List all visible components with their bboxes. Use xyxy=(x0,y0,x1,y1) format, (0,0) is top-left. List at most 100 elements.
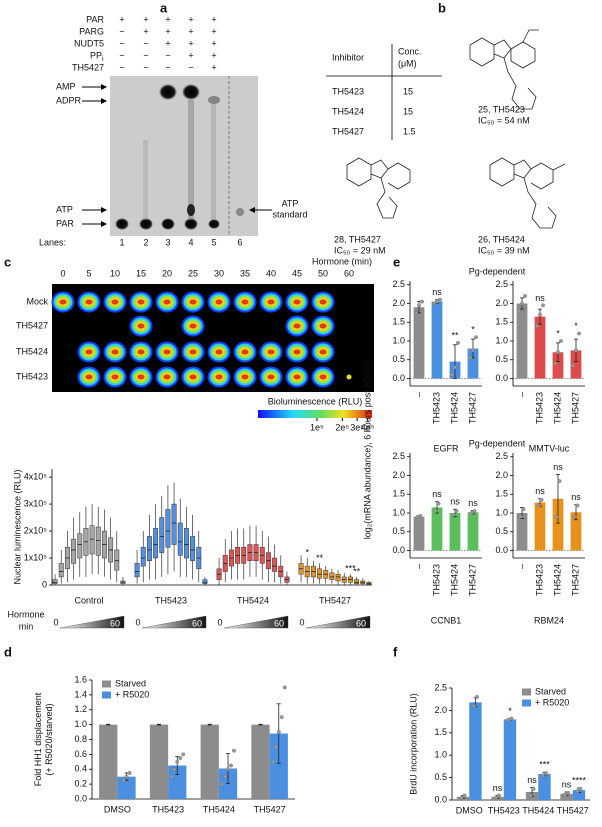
panel-label: c xyxy=(4,254,11,269)
group-label: Control xyxy=(74,595,103,605)
data-point xyxy=(456,340,460,345)
marker-label: ATP xyxy=(56,204,73,214)
blob xyxy=(137,323,145,329)
bar xyxy=(269,733,288,799)
y-tick-label: 0.0 xyxy=(392,545,405,555)
y-tick-label: 1.0 xyxy=(434,750,447,760)
data-point xyxy=(553,361,557,366)
condition-sign: − xyxy=(165,62,170,72)
bar xyxy=(572,790,586,800)
bar xyxy=(149,724,169,799)
hormone-wedge xyxy=(223,615,289,629)
box-body xyxy=(159,517,165,553)
box-body xyxy=(114,549,120,571)
table-cell: TH5427 xyxy=(332,126,364,136)
significance-label: ns xyxy=(493,783,503,793)
box-body xyxy=(272,557,278,572)
data-point xyxy=(175,759,180,764)
panel-label: a xyxy=(160,0,168,15)
data-point xyxy=(517,309,521,313)
compound-name: 28, TH5427 xyxy=(334,234,381,244)
data-point xyxy=(450,372,454,377)
y-tick-label: 0.5 xyxy=(495,526,508,536)
x-tick-label: TH5424 xyxy=(522,805,554,815)
data-point xyxy=(270,759,275,764)
significance-label: *** xyxy=(539,760,550,770)
data-point xyxy=(454,509,459,514)
condition-sign: + xyxy=(188,26,193,36)
blob xyxy=(137,349,145,355)
condition-sign: + xyxy=(165,26,170,36)
y-tick-label: 1.2 xyxy=(74,704,87,714)
data-point xyxy=(124,774,129,779)
colorbar-tick-label: 3e⁵ xyxy=(350,422,364,432)
blob xyxy=(293,374,301,380)
bar xyxy=(552,352,564,379)
y-tick-label: 1.5 xyxy=(495,317,508,327)
box-body xyxy=(317,568,323,579)
y-tick-label: 0.2 xyxy=(74,779,87,789)
condition-label: PAR xyxy=(86,14,104,24)
blob xyxy=(241,374,249,380)
y-tick-label: 0.0 xyxy=(495,545,508,555)
lane-number: 2 xyxy=(143,237,148,247)
bar xyxy=(560,793,573,800)
time-label: 35 xyxy=(240,268,250,278)
data-point xyxy=(172,767,177,772)
condition-sign: − xyxy=(143,38,148,48)
legend-label: + R5020 xyxy=(115,689,149,699)
data-point xyxy=(462,793,467,798)
hormone-range: 0 xyxy=(299,617,304,627)
time-label: 25 xyxy=(188,268,198,278)
bar xyxy=(538,774,551,800)
data-point xyxy=(471,348,475,353)
time-label: 20 xyxy=(162,268,172,278)
box-body xyxy=(177,522,183,556)
condition-label: NUDT5 xyxy=(74,38,104,48)
data-point xyxy=(229,763,233,768)
blob xyxy=(111,349,119,355)
data-point xyxy=(420,299,424,304)
time-label: 10 xyxy=(110,268,120,278)
data-point xyxy=(468,355,472,360)
standard-label: ATP xyxy=(282,198,299,208)
data-point xyxy=(417,303,421,308)
bar xyxy=(168,765,187,799)
data-point xyxy=(536,503,541,508)
y-tick-label: 0.8 xyxy=(74,734,87,744)
bar xyxy=(516,303,528,379)
y-tick-label: 0.5 xyxy=(392,354,405,364)
blob xyxy=(111,299,119,305)
y-axis-label: (+ R5020/starved) xyxy=(44,703,54,775)
data-point xyxy=(575,789,580,793)
significance-label: ns xyxy=(527,775,537,785)
table-header: Inhibitor xyxy=(332,52,364,62)
significance-label: * xyxy=(556,328,560,338)
time-label: 45 xyxy=(292,268,302,278)
hormone-wedge xyxy=(141,615,207,629)
blob xyxy=(189,323,197,329)
blob xyxy=(293,349,301,355)
data-point xyxy=(436,501,441,506)
hormone-wedge xyxy=(305,615,371,629)
data-point xyxy=(539,497,544,502)
condition-sign: − xyxy=(119,38,124,48)
table-header: Conc. xyxy=(398,46,422,56)
bar xyxy=(413,516,425,551)
condition-sign: + xyxy=(211,50,216,60)
bar xyxy=(449,513,461,551)
x-tick-label: TH5423 xyxy=(431,564,441,596)
y-tick-label: 4x10⁵ xyxy=(24,471,48,481)
bar xyxy=(570,512,582,551)
data-point xyxy=(223,774,227,779)
hormone-range: 0 xyxy=(135,617,140,627)
lane-number: 5 xyxy=(211,237,216,247)
condition-sign: + xyxy=(188,38,193,48)
y-tick-label: 2.0 xyxy=(392,298,405,308)
blob xyxy=(293,323,301,329)
x-tick-label: TH5427 xyxy=(254,804,286,814)
blob xyxy=(59,299,67,305)
colorbar-label: Bioluminescence (RLU) xyxy=(268,396,363,406)
data-point xyxy=(178,756,183,761)
gel-image xyxy=(110,76,258,236)
